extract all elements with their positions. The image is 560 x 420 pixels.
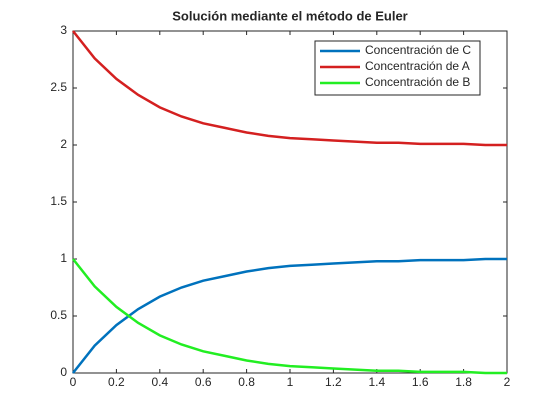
x-tick-label: 0.4 <box>151 375 168 389</box>
legend-label: Concentración de C <box>365 43 471 57</box>
y-tick-label: 1.5 <box>50 194 67 208</box>
y-tick-label: 0 <box>60 365 67 379</box>
series-line <box>72 257 507 374</box>
x-tick-label: 2 <box>504 375 511 389</box>
y-tick-label: 2.5 <box>50 80 67 94</box>
x-tick-label: 0.2 <box>108 375 125 389</box>
x-tick-label: 1 <box>287 375 294 389</box>
y-tick-label: 0.5 <box>50 308 67 322</box>
legend-label: Concentración de A <box>365 59 470 73</box>
x-tick-label: 1.6 <box>412 375 429 389</box>
series-line <box>72 258 507 375</box>
chart-title: Solución mediante el método de Euler <box>172 8 408 23</box>
x-tick-label: 1.4 <box>368 375 385 389</box>
x-tick-label: 1.8 <box>455 375 472 389</box>
y-tick-label: 1 <box>60 251 67 265</box>
x-tick-label: 0.6 <box>195 375 212 389</box>
series-line <box>72 30 507 147</box>
x-tick-label: 1.2 <box>325 375 342 389</box>
y-tick-label: 2 <box>60 137 67 151</box>
x-tick-label: 0.8 <box>238 375 255 389</box>
y-tick-label: 3 <box>60 23 67 37</box>
legend-label: Concentración de B <box>365 75 470 89</box>
x-tick-label: 0 <box>70 375 77 389</box>
